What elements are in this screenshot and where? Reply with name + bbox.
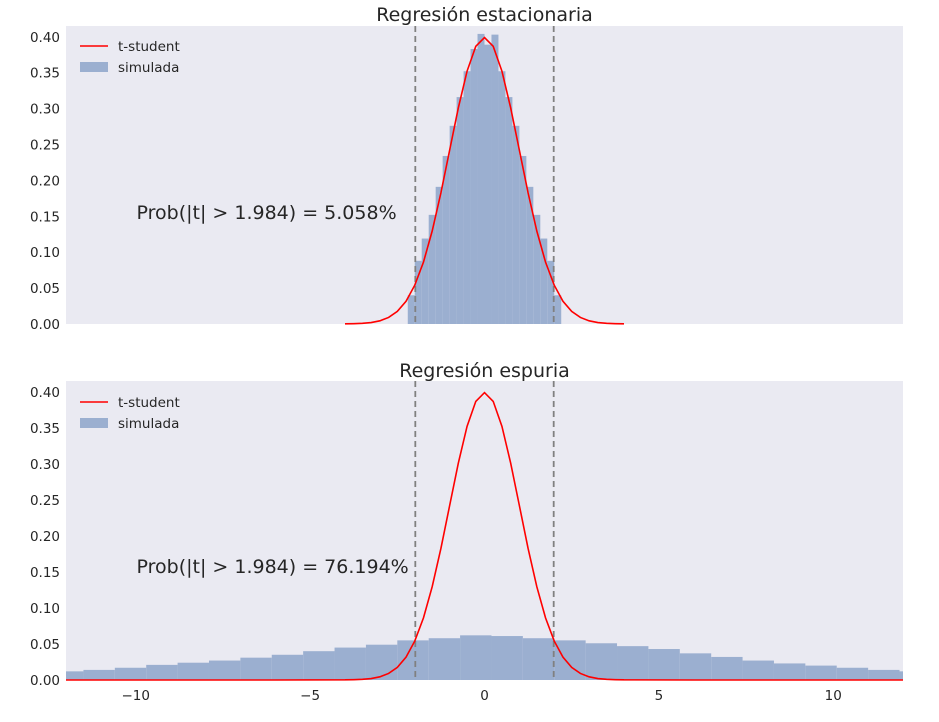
histogram-bar [271, 654, 304, 680]
chart-title: Regresión estacionaria [376, 4, 593, 26]
legend-patch-swatch [80, 62, 108, 72]
y-tick-label: 0.25 [30, 493, 60, 509]
histogram-bar [83, 669, 115, 680]
x-tick-label: 5 [655, 688, 664, 704]
histogram-bar [868, 669, 900, 680]
histogram-bar [742, 660, 774, 680]
y-tick-label: 0.35 [30, 66, 60, 82]
x-tick-labels: −10 −5 0 5 10 [122, 688, 842, 704]
legend-label-simulada: simulada [118, 60, 179, 76]
y-tick-label: 0.05 [30, 281, 60, 297]
y-tick-label: 0.35 [30, 421, 60, 437]
y-tick-label: 0.00 [30, 317, 60, 333]
panel-estacionaria: 0.00 0.05 0.10 0.15 0.20 0.25 0.30 0.35 0.40 Reg… [30, 4, 903, 333]
histogram-bar [533, 214, 541, 324]
histogram-bars [66, 635, 903, 680]
y-tick-label: 0.00 [30, 673, 60, 689]
histogram-bar [522, 638, 555, 680]
histogram-bar [146, 664, 178, 680]
histogram-bar [491, 636, 523, 680]
legend: t-student simulada [80, 395, 180, 432]
histogram-bar [519, 155, 527, 324]
x-tick-label: 10 [825, 688, 842, 704]
histogram-bar [460, 635, 492, 680]
histogram-bar [397, 640, 429, 680]
y-tick-label: 0.40 [30, 385, 60, 401]
axes-background [66, 381, 903, 680]
histogram-bar [66, 671, 84, 680]
legend-label-t-student: t-student [118, 395, 180, 411]
histogram-bar [805, 665, 837, 680]
x-tick-label: −5 [300, 688, 320, 704]
t-student-curve [65, 391, 904, 681]
legend-label-simulada: simulada [118, 416, 179, 432]
histogram-bar [554, 295, 562, 324]
histogram-bar [421, 238, 429, 324]
y-tick-label: 0.20 [30, 173, 60, 189]
histogram-bar [449, 125, 457, 324]
t-student-curve [344, 36, 625, 325]
histogram-bar [365, 644, 398, 680]
histogram-bar [547, 260, 555, 324]
legend: t-student simulada [80, 39, 180, 76]
histogram-bar [505, 97, 513, 324]
histogram-bar [477, 33, 485, 325]
histogram-bar [435, 186, 443, 324]
histogram-bar [617, 646, 649, 680]
histogram-bar [512, 125, 520, 324]
histogram-bar [899, 671, 903, 680]
histogram-bar [585, 643, 618, 680]
histogram-bar [208, 660, 241, 680]
y-tick-label: 0.40 [30, 30, 60, 46]
histogram-bar [407, 295, 415, 324]
histogram-bar [240, 657, 272, 680]
histogram-bar [540, 238, 548, 324]
y-tick-label: 0.30 [30, 457, 60, 473]
histogram-bar [442, 155, 450, 324]
y-tick-label: 0.05 [30, 637, 60, 653]
histogram-bar [648, 649, 680, 680]
histogram-bars [407, 33, 562, 325]
histogram-bar [428, 638, 461, 680]
histogram-bar [334, 647, 366, 680]
histogram-bar [414, 260, 422, 324]
histogram-bar [470, 48, 478, 324]
chart-title: Regresión espuria [399, 360, 570, 382]
histogram-bar [463, 71, 471, 325]
y-tick-label: 0.15 [30, 209, 60, 225]
legend-label-t-student: t-student [118, 39, 180, 55]
y-tick-labels: 0.00 0.05 0.10 0.15 0.20 0.25 0.30 0.35 0.40 [30, 385, 60, 689]
histogram-bar [428, 214, 436, 324]
histogram-bar [679, 653, 712, 680]
probability-annotation: Prob(|t| > 1.984) = 76.194% [137, 556, 409, 578]
histogram-bar [711, 656, 743, 680]
histogram-bar [836, 667, 869, 680]
y-tick-label: 0.10 [30, 245, 60, 261]
legend-patch-swatch [80, 418, 108, 428]
histogram-bar [303, 651, 335, 680]
x-tick-label: −10 [122, 688, 151, 704]
histogram-bar [484, 44, 492, 325]
histogram-bar [526, 186, 534, 324]
panel-espuria: 0.00 0.05 0.10 0.15 0.20 0.25 0.30 0.35 0.40 −10… [30, 360, 904, 704]
y-tick-label: 0.20 [30, 529, 60, 545]
histogram-bar [456, 97, 464, 324]
histogram-bar [491, 34, 499, 325]
y-tick-labels: 0.00 0.05 0.10 0.15 0.20 0.25 0.30 0.35 0.40 [30, 30, 60, 333]
histogram-bar [177, 662, 209, 680]
y-tick-label: 0.25 [30, 137, 60, 153]
y-tick-label: 0.10 [30, 601, 60, 617]
y-tick-label: 0.15 [30, 565, 60, 581]
histogram-bar [498, 71, 506, 325]
x-tick-label: 0 [480, 688, 489, 704]
probability-annotation: Prob(|t| > 1.984) = 5.058% [137, 202, 397, 224]
histogram-bar [114, 667, 147, 680]
y-tick-label: 0.30 [30, 102, 60, 118]
histogram-bar [773, 663, 806, 680]
